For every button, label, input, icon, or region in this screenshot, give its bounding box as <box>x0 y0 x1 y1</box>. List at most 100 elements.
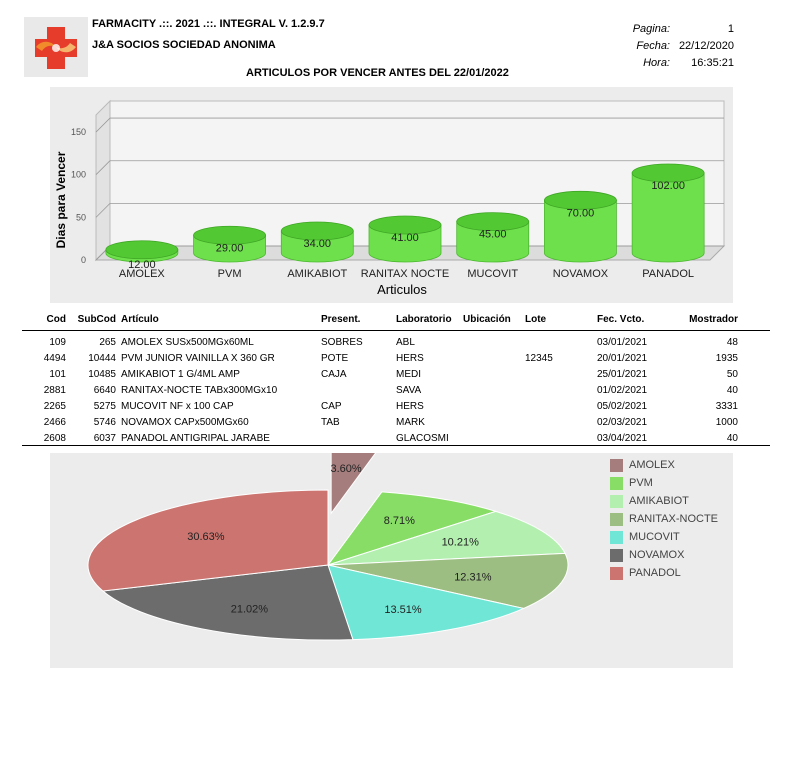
cell-laboratorio: MARK <box>396 417 425 428</box>
cell-cod: 101 <box>49 369 66 380</box>
bar-value-label: 29.00 <box>216 242 244 254</box>
cell-laboratorio: HERS <box>396 401 424 412</box>
bar: 12.00 <box>105 240 179 271</box>
cell-articulo: PANADOL ANTIGRIPAL JARABE <box>121 433 270 444</box>
cell-cod: 2608 <box>43 433 66 444</box>
column-header-laboratorio: Laboratorio <box>396 314 452 325</box>
cell-laboratorio: MEDI <box>396 369 421 380</box>
bar-top <box>544 190 617 210</box>
cell-subcod: 10485 <box>88 369 116 380</box>
x-tick-label: NOVAMOX <box>553 268 609 280</box>
legend-label: RANITAX-NOCTE <box>629 513 719 525</box>
bar-value-label: 41.00 <box>391 232 419 244</box>
bar-chart-panel: 0 50 100 150 Dias para Vencer Articulos 12.00 A… <box>50 87 733 303</box>
cell-cod: 4494 <box>43 353 66 364</box>
y-axis-label: Dias para Vencer <box>54 151 68 248</box>
table-footer-divider <box>22 445 770 446</box>
pie-slice <box>101 564 354 641</box>
column-header-lote: Lote <box>525 314 547 325</box>
x-tick-label: AMOLEX <box>119 268 166 280</box>
table-row: 4494 10444 PVM JUNIOR VAINILLA X 360 GR POT… <box>22 353 770 369</box>
legend-item: NOVAMOX <box>610 546 718 564</box>
column-header-fec-vcto: Fec. Vcto. <box>597 314 645 325</box>
pie-slice-label: 13.51% <box>384 604 422 616</box>
time-value: 16:35:21 <box>691 57 734 69</box>
cell-cod: 2881 <box>43 385 66 396</box>
cell-subcod: 6640 <box>93 385 116 396</box>
cell-cod: 2265 <box>43 401 66 412</box>
page-value: 1 <box>727 23 734 35</box>
cell-fec-vcto: 25/01/2021 <box>597 369 648 380</box>
x-tick-label: RANITAX NOCTE <box>361 268 449 280</box>
pie-slice-label: 3.60% <box>330 463 361 475</box>
cell-mostrador: 1000 <box>715 417 738 428</box>
cell-mostrador: 3331 <box>715 401 738 412</box>
table-body: 109 265 AMOLEX SUSx500MGx60ML SOBRES ABL 03/0… <box>22 331 770 445</box>
bar-top <box>368 215 442 235</box>
cell-mostrador: 1935 <box>715 353 738 364</box>
cell-articulo: AMOLEX SUSx500MGx60ML <box>121 337 254 348</box>
bar: 29.00 <box>193 225 266 263</box>
cell-mostrador: 40 <box>726 385 738 396</box>
table-row: 2265 5275 MUCOVIT NF x 100 CAP CAP HERS 05/02… <box>22 401 770 417</box>
cell-fec-vcto: 05/02/2021 <box>597 401 648 412</box>
cell-articulo: PVM JUNIOR VAINILLA X 360 GR <box>121 353 275 364</box>
legend-swatch <box>610 458 623 472</box>
cell-articulo: MUCOVIT NF x 100 CAP <box>121 401 234 412</box>
column-header-cod: Cod <box>46 314 66 325</box>
grid-line-diag <box>95 160 111 176</box>
legend-label: PANADOL <box>629 567 681 579</box>
pie-slice-label: 10.21% <box>442 537 480 549</box>
pie-slice <box>327 552 569 609</box>
table-row: 2881 6640 RANITAX-NOCTE TABx300MGx10 SAVA 01… <box>22 385 770 401</box>
cell-fec-vcto: 20/01/2021 <box>597 353 648 364</box>
cell-mostrador: 50 <box>726 369 738 380</box>
cell-articulo: NOVAMOX CAPx500MGx60 <box>121 417 249 428</box>
pie-chart: 3.60% 8.71% 10.21% 12.31% 13.51% 21.02% 30.63% <box>87 437 569 641</box>
grid-line-diag <box>95 117 111 133</box>
y-tick-label: 0 <box>81 255 86 265</box>
legend-swatch <box>610 530 623 544</box>
legend-item: AMIKABIOT <box>610 492 718 510</box>
cell-subcod: 10444 <box>88 353 116 364</box>
cell-articulo: AMIKABIOT 1 G/4ML AMP <box>121 369 240 380</box>
cell-mostrador: 48 <box>726 337 738 348</box>
cell-present: CAJA <box>321 369 347 380</box>
bar: 45.00 <box>456 212 530 263</box>
cell-lote: 12345 <box>525 353 553 364</box>
cell-present: POTE <box>321 353 349 364</box>
pie-slice-label: 30.63% <box>187 531 225 543</box>
cell-mostrador: 40 <box>726 433 738 444</box>
pie-slice <box>327 564 526 641</box>
bar-value-label: 102.00 <box>651 180 685 192</box>
legend-swatch <box>610 566 623 580</box>
bar-body <box>456 221 530 263</box>
cell-present: SOBRES <box>321 337 363 348</box>
table-header-divider <box>22 330 770 331</box>
legend-item: PVM <box>610 474 718 492</box>
cell-laboratorio: GLACOSMI <box>396 433 449 444</box>
cell-fec-vcto: 03/01/2021 <box>597 337 648 348</box>
table-row: 101 10485 AMIKABIOT 1 G/4ML AMP CAJA MEDI 25/… <box>22 369 770 385</box>
grid-line-diag <box>95 203 111 218</box>
pie-legend: AMOLEX PVM AMIKABIOT RANITAX-NOCTE MUCOVIT NO… <box>610 456 718 582</box>
logo <box>24 17 88 77</box>
bar-value-label: 34.00 <box>304 238 332 250</box>
column-header-subcod: SubCod <box>77 314 116 325</box>
legend-label: AMOLEX <box>629 459 675 471</box>
x-tick-label: PANADOL <box>642 268 694 280</box>
date-label: Fecha: <box>636 40 670 52</box>
legend-label: AMIKABIOT <box>629 495 689 507</box>
x-tick-label: AMIKABIOT <box>287 268 347 280</box>
pie-slice-label: 21.02% <box>231 603 269 615</box>
date-value: 22/12/2020 <box>678 40 734 52</box>
legend-item: RANITAX-NOCTE <box>610 510 718 528</box>
x-tick-label: MUCOVIT <box>467 268 518 280</box>
legend-swatch <box>610 476 623 490</box>
y-tick-label: 150 <box>71 127 86 137</box>
items-table: Cod SubCod Artículo Present. Laboratorio Ubic… <box>22 312 770 446</box>
cell-laboratorio: ABL <box>396 337 415 348</box>
legend-label: NOVAMOX <box>629 549 685 561</box>
table-row: 2608 6037 PANADOL ANTIGRIPAL JARABE GLACOSM… <box>22 433 770 449</box>
